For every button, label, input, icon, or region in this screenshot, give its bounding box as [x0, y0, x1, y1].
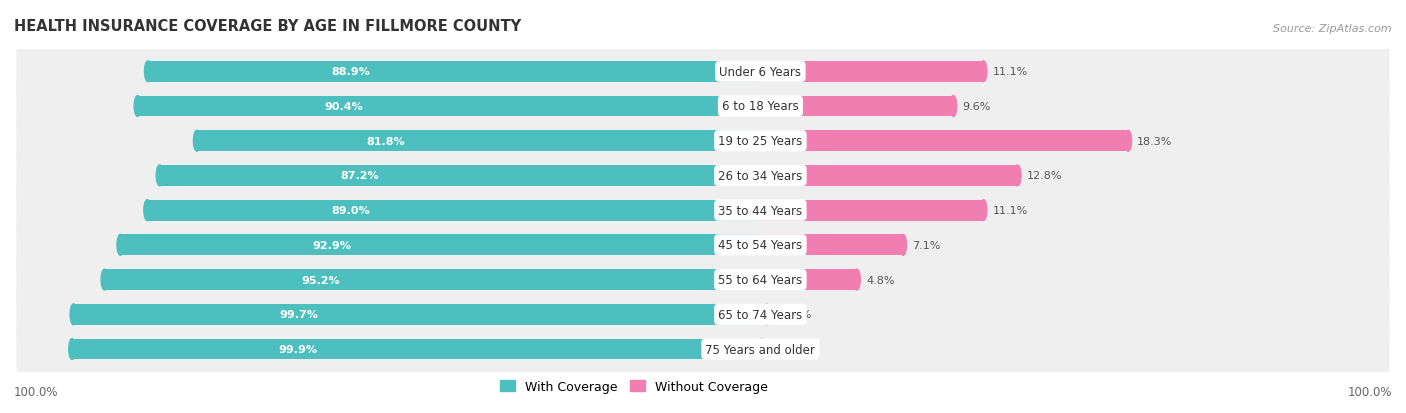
Text: 99.7%: 99.7%	[280, 310, 319, 320]
Circle shape	[980, 62, 987, 83]
Text: 11.1%: 11.1%	[993, 67, 1028, 77]
Text: 100.0%: 100.0%	[1347, 385, 1392, 398]
Circle shape	[1014, 166, 1021, 186]
Text: 95.2%: 95.2%	[301, 275, 340, 285]
Bar	[761, 270, 856, 290]
Bar	[761, 131, 1128, 152]
Text: 35 to 44 Years: 35 to 44 Years	[718, 204, 803, 217]
Text: 0.32%: 0.32%	[776, 310, 811, 320]
Text: 0.06%: 0.06%	[770, 344, 806, 354]
Bar	[121, 235, 761, 256]
FancyBboxPatch shape	[17, 323, 1389, 375]
Bar	[761, 200, 983, 221]
Circle shape	[763, 304, 770, 325]
Circle shape	[758, 339, 765, 360]
Bar	[761, 235, 903, 256]
FancyBboxPatch shape	[17, 46, 1389, 98]
Circle shape	[194, 131, 200, 152]
Text: 7.1%: 7.1%	[912, 240, 941, 250]
Text: 55 to 64 Years: 55 to 64 Years	[718, 273, 803, 286]
Text: Under 6 Years: Under 6 Years	[720, 66, 801, 78]
Text: 88.9%: 88.9%	[332, 67, 370, 77]
Text: 100.0%: 100.0%	[14, 385, 59, 398]
Text: 18.3%: 18.3%	[1137, 136, 1173, 146]
Text: HEALTH INSURANCE COVERAGE BY AGE IN FILLMORE COUNTY: HEALTH INSURANCE COVERAGE BY AGE IN FILL…	[14, 19, 522, 33]
Text: 19 to 25 Years: 19 to 25 Years	[718, 135, 803, 148]
Circle shape	[117, 235, 124, 256]
Circle shape	[1125, 131, 1132, 152]
Bar	[761, 96, 953, 117]
Bar	[761, 304, 766, 325]
Circle shape	[69, 339, 76, 360]
Circle shape	[156, 166, 163, 186]
Bar	[72, 339, 761, 360]
FancyBboxPatch shape	[17, 115, 1389, 168]
Bar	[104, 270, 761, 290]
FancyBboxPatch shape	[17, 288, 1389, 341]
Circle shape	[950, 96, 956, 117]
Text: 89.0%: 89.0%	[332, 206, 370, 216]
Circle shape	[143, 200, 150, 221]
Circle shape	[70, 304, 77, 325]
FancyBboxPatch shape	[17, 219, 1389, 272]
Bar	[160, 166, 761, 186]
FancyBboxPatch shape	[17, 81, 1389, 133]
Text: Source: ZipAtlas.com: Source: ZipAtlas.com	[1274, 24, 1392, 33]
Circle shape	[980, 200, 987, 221]
Circle shape	[900, 235, 907, 256]
Text: 81.8%: 81.8%	[366, 136, 405, 146]
Text: 99.9%: 99.9%	[278, 344, 318, 354]
FancyBboxPatch shape	[17, 150, 1389, 202]
Bar	[148, 62, 761, 83]
Text: 87.2%: 87.2%	[340, 171, 378, 181]
Text: 11.1%: 11.1%	[993, 206, 1028, 216]
Bar	[197, 131, 761, 152]
Text: 9.6%: 9.6%	[963, 102, 991, 112]
Bar	[148, 200, 761, 221]
Circle shape	[145, 62, 152, 83]
Bar	[138, 96, 761, 117]
FancyBboxPatch shape	[17, 184, 1389, 237]
Bar	[73, 304, 761, 325]
Bar	[761, 62, 983, 83]
Text: 6 to 18 Years: 6 to 18 Years	[723, 100, 799, 113]
Text: 65 to 74 Years: 65 to 74 Years	[718, 308, 803, 321]
Text: 45 to 54 Years: 45 to 54 Years	[718, 239, 803, 252]
Bar	[761, 166, 1018, 186]
Text: 92.9%: 92.9%	[312, 240, 352, 250]
Text: 90.4%: 90.4%	[325, 102, 363, 112]
FancyBboxPatch shape	[17, 254, 1389, 306]
Text: 75 Years and older: 75 Years and older	[706, 343, 815, 356]
Text: 4.8%: 4.8%	[866, 275, 894, 285]
Text: 12.8%: 12.8%	[1026, 171, 1063, 181]
Text: 26 to 34 Years: 26 to 34 Years	[718, 169, 803, 183]
Circle shape	[134, 96, 141, 117]
Legend: With Coverage, Without Coverage: With Coverage, Without Coverage	[495, 375, 773, 398]
Circle shape	[853, 270, 860, 290]
Circle shape	[101, 270, 108, 290]
